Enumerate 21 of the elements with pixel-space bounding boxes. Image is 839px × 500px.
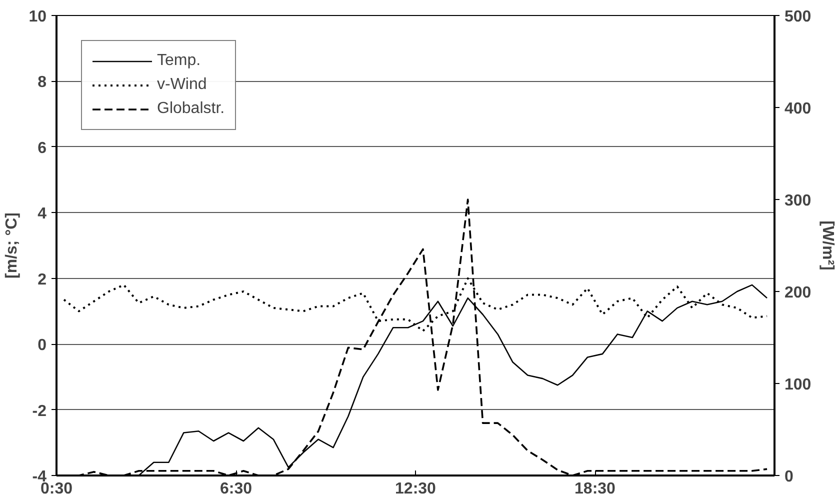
y2-tick-label: 400 (784, 100, 812, 118)
y-tick-label: 0 (38, 337, 47, 354)
y2-tick-label: 300 (784, 192, 812, 210)
y2-tick-label: 100 (784, 376, 812, 394)
y2-tick-label: 0 (784, 468, 794, 486)
x-tick-label: 6:30 (220, 480, 252, 498)
y-tick-label: 2 (38, 271, 47, 288)
y2-tick-label: 200 (784, 284, 812, 302)
legend-label: v-Wind (157, 76, 207, 94)
y-axis-title: [m/s; °C] (4, 212, 21, 278)
legend-label: Globalstr. (157, 100, 225, 118)
y-tick-label: -2 (32, 402, 47, 420)
x-tick-label: 12:30 (395, 480, 436, 498)
legend-label: Temp. (157, 52, 201, 70)
y-tick-label: 10 (28, 8, 47, 26)
y-tick-label: 4 (38, 206, 47, 223)
y2-tick-label: 500 (784, 8, 812, 26)
y-tick-label: 8 (38, 74, 47, 92)
x-tick-label: 18:30 (574, 480, 616, 498)
y2-axis-title: [W/m²] (819, 220, 836, 270)
y-tick-label: 6 (38, 140, 47, 157)
